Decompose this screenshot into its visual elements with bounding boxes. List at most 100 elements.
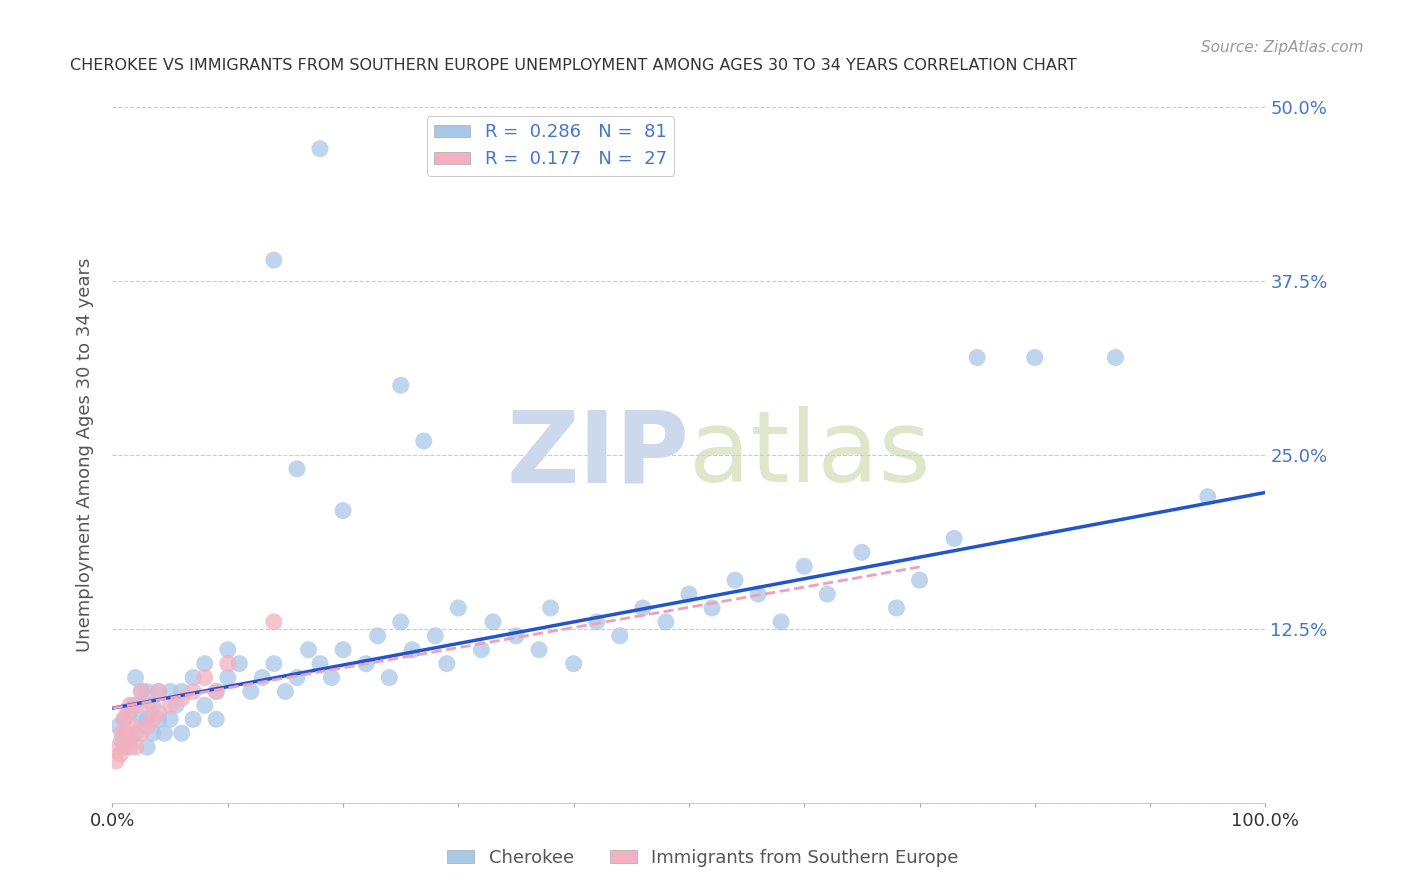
Point [142, 712, 165, 726]
Point [747, 587, 769, 601]
Point [136, 740, 159, 755]
Point [217, 671, 239, 685]
Point [309, 657, 332, 671]
Point [129, 726, 153, 740]
Point [129, 684, 153, 698]
Point [118, 733, 141, 747]
Point [724, 573, 747, 587]
Point [389, 615, 412, 629]
Point [908, 573, 931, 587]
Text: atlas: atlas [689, 407, 931, 503]
Point [104, 754, 127, 768]
Y-axis label: Unemployment Among Ages 30 to 34 years: Unemployment Among Ages 30 to 34 years [76, 258, 94, 652]
Point [124, 726, 146, 740]
Point [115, 726, 138, 740]
Point [124, 698, 146, 713]
Point [194, 671, 217, 685]
Point [228, 657, 250, 671]
Point [165, 698, 187, 713]
Point [943, 532, 966, 546]
Point [297, 642, 319, 657]
Point [793, 559, 815, 574]
Legend: Cherokee, Immigrants from Southern Europe: Cherokee, Immigrants from Southern Europ… [440, 842, 966, 874]
Point [585, 615, 607, 629]
Point [124, 671, 146, 685]
Point [274, 684, 297, 698]
Point [118, 706, 141, 720]
Point [378, 671, 401, 685]
Point [112, 712, 135, 726]
Point [110, 747, 132, 761]
Point [631, 601, 654, 615]
Legend: R =  0.286   N =  81, R =  0.177   N =  27: R = 0.286 N = 81, R = 0.177 N = 27 [427, 116, 673, 176]
Point [770, 615, 793, 629]
Point [655, 615, 678, 629]
Text: Source: ZipAtlas.com: Source: ZipAtlas.com [1201, 40, 1364, 55]
Point [367, 629, 389, 643]
Point [527, 642, 550, 657]
Point [205, 712, 228, 726]
Point [252, 671, 274, 685]
Point [447, 601, 470, 615]
Point [194, 698, 217, 713]
Point [136, 684, 159, 698]
Point [205, 684, 228, 698]
Point [851, 545, 873, 559]
Point [170, 726, 193, 740]
Point [425, 629, 447, 643]
Point [117, 706, 139, 720]
Point [505, 629, 527, 643]
Point [470, 642, 492, 657]
Point [332, 503, 354, 517]
Point [609, 629, 631, 643]
Point [700, 601, 723, 615]
Point [436, 657, 458, 671]
Point [153, 726, 176, 740]
Point [136, 698, 159, 713]
Point [112, 712, 135, 726]
Point [205, 684, 228, 698]
Point [170, 684, 193, 698]
Point [217, 642, 239, 657]
Point [285, 671, 308, 685]
Point [562, 657, 585, 671]
Point [181, 671, 204, 685]
Point [354, 657, 377, 671]
Point [142, 698, 165, 713]
Point [148, 712, 170, 726]
Point [1197, 490, 1219, 504]
Point [263, 657, 285, 671]
Point [170, 691, 193, 706]
Point [1104, 351, 1126, 365]
Point [107, 719, 129, 733]
Text: ZIP: ZIP [506, 407, 689, 503]
Point [217, 657, 239, 671]
Point [309, 142, 332, 156]
Point [412, 434, 434, 448]
Point [159, 712, 181, 726]
Point [122, 698, 145, 713]
Point [111, 733, 134, 747]
Point [136, 719, 159, 733]
Point [107, 740, 129, 755]
Point [148, 706, 170, 720]
Point [815, 587, 838, 601]
Point [148, 684, 170, 698]
Point [142, 726, 165, 740]
Point [124, 740, 146, 755]
Text: CHEROKEE VS IMMIGRANTS FROM SOUTHERN EUROPE UNEMPLOYMENT AMONG AGES 30 TO 34 YEA: CHEROKEE VS IMMIGRANTS FROM SOUTHERN EUR… [70, 58, 1077, 73]
Point [239, 684, 262, 698]
Point [129, 712, 153, 726]
Point [111, 726, 134, 740]
Point [181, 684, 204, 698]
Point [1024, 351, 1046, 365]
Point [118, 698, 141, 713]
Point [886, 601, 908, 615]
Point [159, 684, 181, 698]
Point [389, 378, 412, 392]
Point [112, 740, 135, 755]
Point [115, 726, 138, 740]
Point [118, 740, 141, 755]
Point [966, 351, 988, 365]
Point [159, 698, 181, 713]
